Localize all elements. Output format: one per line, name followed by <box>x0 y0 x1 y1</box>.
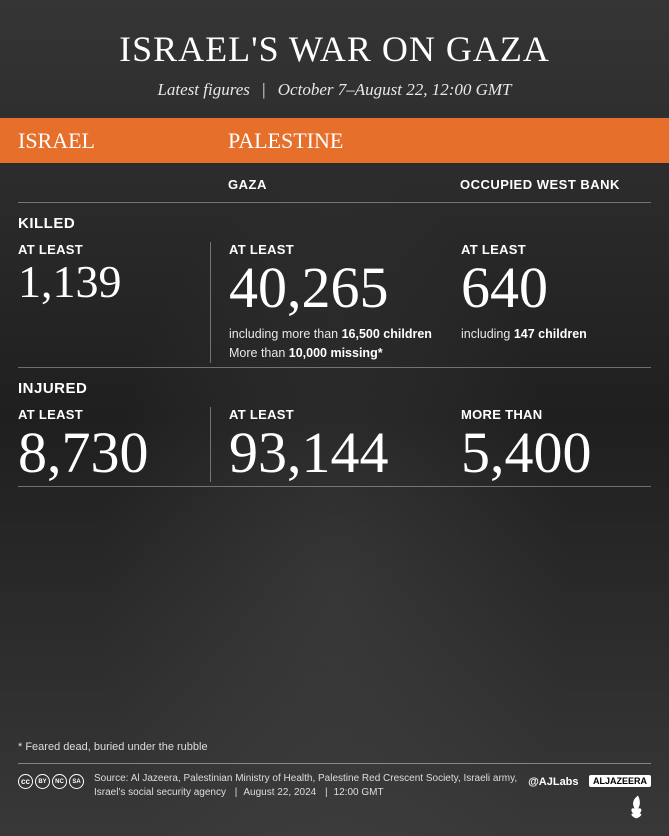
killed-gaza-value: 40,265 <box>229 259 443 317</box>
region-banner: ISRAEL PALESTINE <box>0 118 669 163</box>
banner-israel: ISRAEL <box>0 118 210 163</box>
infographic-root: ISRAEL'S WAR ON GAZA Latest figures | Oc… <box>0 0 669 836</box>
header: ISRAEL'S WAR ON GAZA Latest figures | Oc… <box>0 0 669 118</box>
subtitle-right: October 7–August 22, 12:00 GMT <box>278 80 512 99</box>
killed-gaza: AT LEAST 40,265 including more than 16,5… <box>211 242 461 363</box>
aljazeera-logo-icon <box>625 794 651 820</box>
subregion-headers: GAZA OCCUPIED WEST BANK <box>0 163 669 198</box>
killed-wb-detail: including 147 children <box>461 325 651 344</box>
subheader-gaza: GAZA <box>210 177 460 192</box>
injured-israel-value: 8,730 <box>18 424 192 482</box>
killed-israel-prefix: AT LEAST <box>18 242 192 257</box>
injured-wb-value: 5,400 <box>461 424 651 482</box>
divider-mid <box>18 367 651 368</box>
row-injured: AT LEAST 8,730 AT LEAST 93,144 MORE THAN… <box>0 407 669 482</box>
divider-top <box>18 202 651 203</box>
cc-license-icon: cc BY NC SA <box>18 774 84 789</box>
footnote: * Feared dead, buried under the rubble <box>18 741 651 753</box>
subtitle-left: Latest figures <box>157 80 249 99</box>
subheader-israel-blank <box>0 177 210 192</box>
footer-row: cc BY NC SA Source: Al Jazeera, Palestin… <box>18 772 651 820</box>
killed-west-bank: AT LEAST 640 including 147 children <box>461 242 669 363</box>
main-title: ISRAEL'S WAR ON GAZA <box>20 28 649 70</box>
section-injured-label: INJURED <box>0 372 669 407</box>
injured-gaza: AT LEAST 93,144 <box>211 407 461 482</box>
killed-israel: AT LEAST 1,139 <box>0 242 210 363</box>
credits: @AJLabs ALJAZEERA <box>528 772 651 820</box>
injured-gaza-value: 93,144 <box>229 424 443 482</box>
section-killed-label: KILLED <box>0 207 669 242</box>
source-text: Source: Al Jazeera, Palestinian Ministry… <box>94 772 518 800</box>
footer: * Feared dead, buried under the rubble c… <box>0 729 669 836</box>
killed-gaza-detail: including more than 16,500 children More… <box>229 325 443 363</box>
divider-bottom <box>18 486 651 487</box>
injured-israel: AT LEAST 8,730 <box>0 407 210 482</box>
subtitle-separator: | <box>262 80 265 99</box>
subtitle: Latest figures | October 7–August 22, 12… <box>20 80 649 100</box>
social-handle: @AJLabs <box>528 776 578 788</box>
footer-divider <box>18 763 651 764</box>
banner-palestine: PALESTINE <box>210 118 669 163</box>
brand-badge: ALJAZEERA <box>589 775 651 787</box>
killed-wb-value: 640 <box>461 259 651 317</box>
subheader-west-bank: OCCUPIED WEST BANK <box>460 177 669 192</box>
row-killed: AT LEAST 1,139 AT LEAST 40,265 including… <box>0 242 669 363</box>
killed-israel-value: 1,139 <box>18 259 192 305</box>
injured-west-bank: MORE THAN 5,400 <box>461 407 669 482</box>
